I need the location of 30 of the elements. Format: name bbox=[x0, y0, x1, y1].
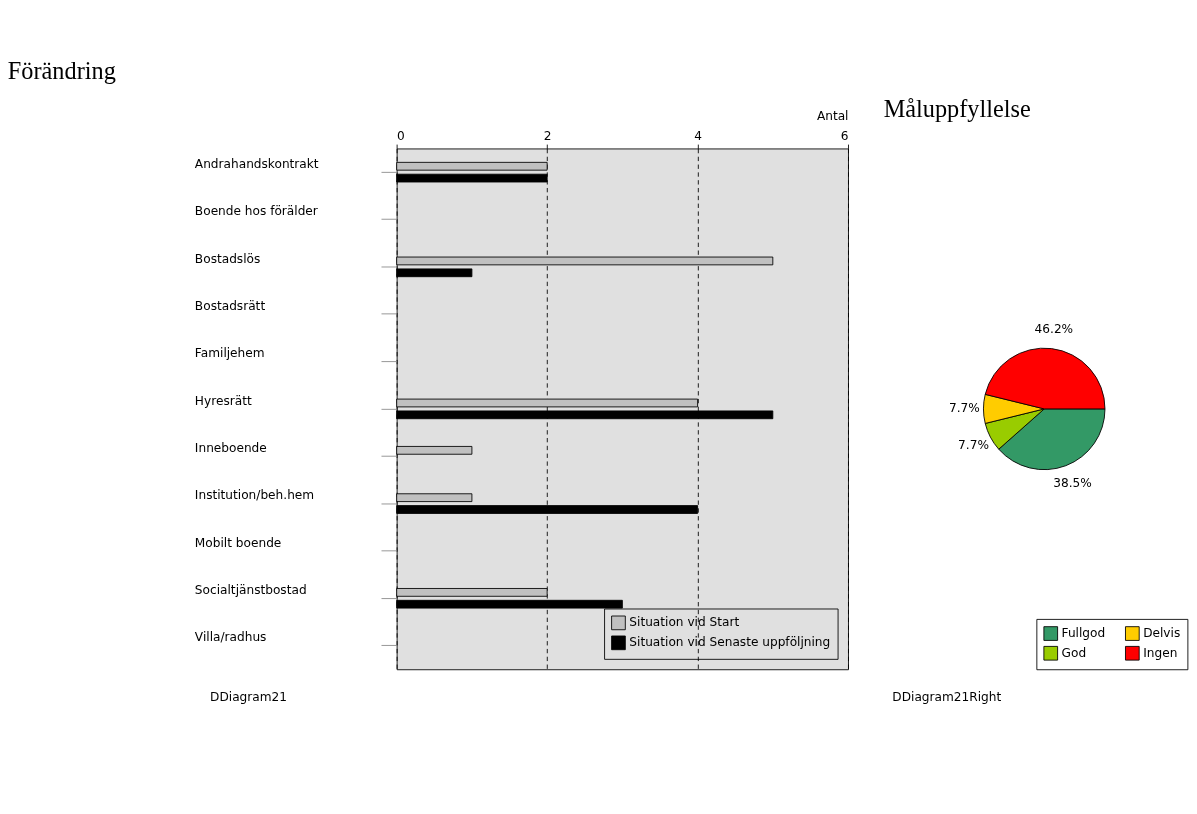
y-tick-label: Bostadslös bbox=[194, 251, 261, 266]
text: Förändring bbox=[7, 57, 116, 85]
data-label: 7.7% bbox=[948, 401, 980, 416]
legend-label: Ingen bbox=[1143, 645, 1178, 660]
text: DDiagram21 bbox=[210, 690, 287, 705]
x-axis-title: Antal bbox=[816, 109, 849, 124]
legend-label: God bbox=[1061, 645, 1087, 660]
text: DDiagram21Right bbox=[892, 690, 1002, 705]
legend-label: Delvis bbox=[1143, 626, 1181, 641]
y-tick-label: Socialtjänstbostad bbox=[194, 582, 307, 597]
legend-label: Situation vid Start bbox=[629, 615, 740, 630]
y-tick-label: Inneboende bbox=[194, 440, 267, 455]
y-tick-label: Mobilt boende bbox=[194, 535, 282, 550]
y-tick-label: Boende hos förälder bbox=[194, 204, 318, 219]
x-tick-label: 4 bbox=[694, 129, 703, 144]
chart-title: Måluppfyllelse bbox=[883, 95, 1031, 123]
y-tick-label: Andrahandskontrakt bbox=[194, 156, 319, 171]
legend-label: Fullgod bbox=[1061, 626, 1106, 641]
x-tick-label: 6 bbox=[840, 129, 849, 144]
legend-label: Situation vid Senaste uppföljning bbox=[629, 635, 831, 650]
y-tick-label: Bostadsrätt bbox=[194, 298, 266, 313]
x-tick-label: 2 bbox=[543, 129, 552, 144]
y-tick-label: Villa/radhus bbox=[194, 630, 267, 645]
y-tick-label: Hyresrätt bbox=[194, 393, 252, 408]
y-tick-label: Institution/beh.hem bbox=[194, 488, 315, 503]
y-tick-label: Familjehem bbox=[194, 346, 265, 361]
data-label: 46.2% bbox=[1034, 322, 1074, 337]
data-label: 7.7% bbox=[958, 438, 989, 453]
x-tick-label: 0 bbox=[397, 129, 405, 144]
data-label: 38.5% bbox=[1053, 476, 1092, 491]
